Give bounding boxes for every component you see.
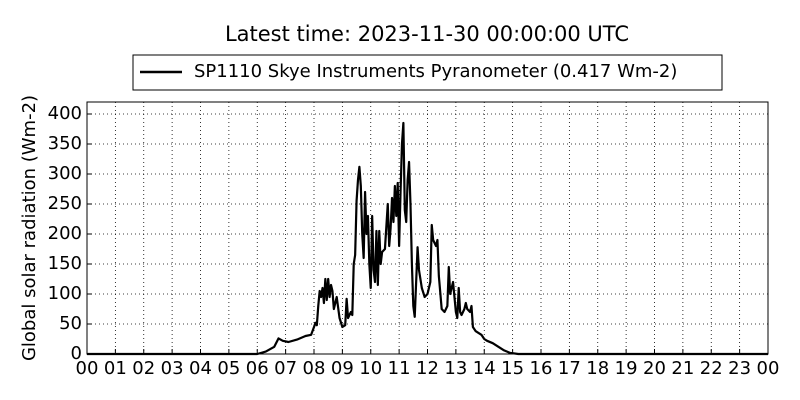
y-tick-label: 0 [71, 343, 82, 364]
x-tick-label: 00 [76, 358, 99, 379]
x-tick-label: 16 [530, 358, 553, 379]
x-tick-label: 08 [303, 358, 326, 379]
y-axis-label: Global solar radiation (Wm-2) [19, 95, 40, 361]
x-tick-label: 18 [586, 358, 609, 379]
x-tick-label: 11 [388, 358, 411, 379]
x-tick-label: 21 [671, 358, 694, 379]
plot-frame [86, 101, 769, 355]
x-tick-label: 10 [359, 358, 382, 379]
y-tick-label: 350 [48, 133, 82, 154]
x-tick-label: 13 [444, 358, 467, 379]
y-tick-label: 400 [48, 103, 82, 124]
x-tick-label: 15 [501, 358, 524, 379]
x-tick-label: 07 [274, 358, 297, 379]
x-tick-label: 05 [217, 358, 240, 379]
x-tick-label: 17 [558, 358, 581, 379]
x-tick-label: 04 [189, 358, 212, 379]
y-tick-label: 250 [48, 193, 82, 214]
legend-box [132, 54, 723, 91]
x-tick-label: 02 [132, 358, 155, 379]
x-tick-label: 22 [700, 358, 723, 379]
x-tick-label: 12 [416, 358, 439, 379]
x-tick-label: 01 [104, 358, 127, 379]
x-tick-label: 00 [757, 358, 780, 379]
x-tick-label: 03 [161, 358, 184, 379]
y-tick-label: 50 [59, 313, 82, 334]
x-tick-label: 23 [728, 358, 751, 379]
y-tick-label: 300 [48, 163, 82, 184]
x-tick-label: 06 [246, 358, 269, 379]
chart-title: Latest time: 2023-11-30 00:00:00 UTC [225, 22, 629, 46]
x-tick-label: 20 [643, 358, 666, 379]
x-tick-label: 09 [331, 358, 354, 379]
y-tick-label: 200 [48, 223, 82, 244]
x-tick-label: 14 [473, 358, 496, 379]
y-tick-label: 150 [48, 253, 82, 274]
x-tick-label: 19 [615, 358, 638, 379]
legend-label: SP1110 Skye Instruments Pyranometer (0.4… [194, 61, 677, 82]
y-tick-label: 100 [48, 283, 82, 304]
data-line [87, 121, 768, 356]
